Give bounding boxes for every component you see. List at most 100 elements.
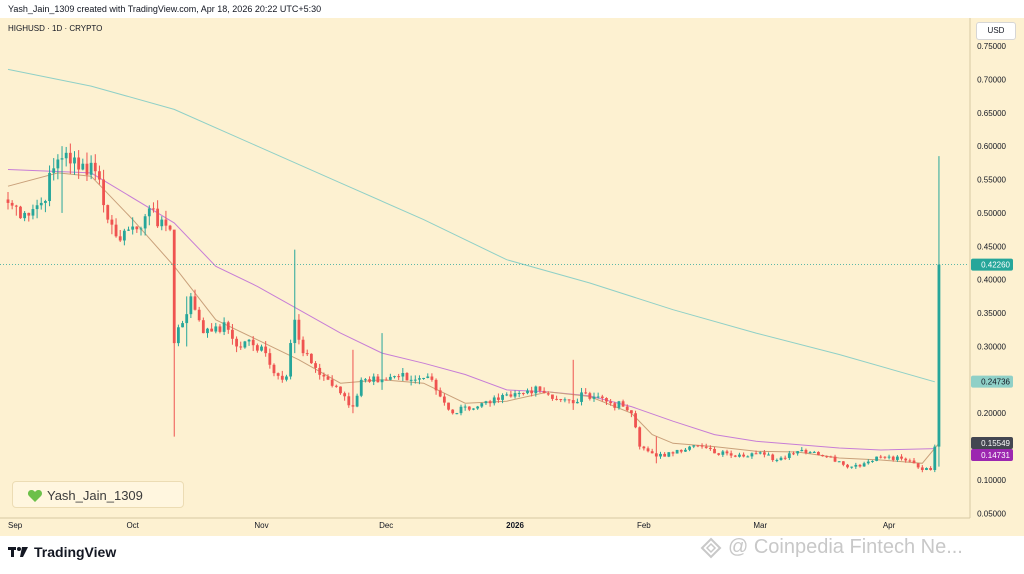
candle-body: [841, 461, 845, 465]
candle: [463, 404, 467, 411]
candle-body: [285, 376, 288, 380]
ma_long-price-label-text: 0.24736: [981, 378, 1010, 387]
candle-body: [255, 345, 259, 351]
candle-body: [459, 406, 463, 414]
candle-body: [912, 460, 916, 464]
candle-body: [796, 451, 800, 454]
candle-body: [575, 401, 579, 404]
candle: [251, 336, 255, 352]
candle: [197, 306, 201, 322]
ma_short-line: [7, 172, 940, 464]
candle-body: [156, 208, 160, 227]
candle: [102, 169, 105, 213]
candle-body: [397, 376, 401, 378]
candle-body: [871, 460, 874, 462]
candle-body: [418, 378, 421, 380]
candle-body: [567, 399, 571, 401]
candle-body: [754, 453, 758, 455]
candle: [783, 455, 787, 460]
candle-body: [638, 427, 642, 447]
candle-body: [767, 454, 770, 456]
candle: [413, 375, 417, 384]
candle-body: [783, 457, 787, 459]
candle: [193, 289, 197, 311]
candle: [339, 386, 342, 395]
candle-body: [746, 456, 750, 458]
candle: [812, 450, 816, 453]
candle: [729, 450, 733, 459]
candle-body: [226, 322, 230, 330]
last-price-label-bg: [971, 258, 1013, 271]
candle: [837, 461, 841, 463]
candle: [60, 146, 64, 213]
candle-body: [52, 168, 56, 173]
candle: [438, 387, 442, 398]
candle: [817, 451, 820, 456]
candle: [646, 446, 650, 453]
price-tick-label: 0.65000: [977, 109, 1006, 118]
candle-body: [904, 458, 908, 461]
candle: [388, 373, 392, 381]
candle-body: [442, 396, 446, 403]
candle: [621, 399, 625, 407]
candle: [534, 385, 538, 397]
candle-body: [846, 464, 849, 468]
candle-body: [309, 353, 313, 364]
candle: [492, 395, 496, 406]
candle-body: [825, 456, 829, 458]
candle-body: [297, 319, 301, 340]
price-tick-label: 0.55000: [977, 176, 1006, 185]
candle-body: [671, 452, 675, 454]
candle: [210, 323, 214, 332]
candle: [742, 452, 746, 458]
candle-body: [438, 390, 442, 397]
plot-area[interactable]: [0, 18, 1024, 536]
candle-body: [837, 461, 841, 463]
candle: [530, 386, 534, 397]
candle: [409, 375, 413, 386]
candle: [738, 452, 741, 458]
candle-body: [717, 453, 721, 455]
candle-body: [201, 320, 205, 334]
candle-body: [413, 379, 417, 381]
candle-body: [23, 212, 27, 219]
coinpedia-text: @ Coinpedia Fintech Ne...: [728, 536, 963, 558]
candle: [625, 404, 629, 412]
candle: [663, 452, 667, 457]
candle-body: [833, 456, 837, 462]
currency-selector[interactable]: USD: [976, 22, 1016, 40]
candle: [305, 349, 309, 357]
candle-body: [642, 446, 646, 449]
candle-body: [517, 393, 521, 395]
candle: [476, 405, 480, 410]
candle-body: [10, 202, 14, 206]
candle: [725, 449, 729, 456]
candle: [131, 217, 135, 235]
moving-averages: [7, 68, 940, 464]
candle-body: [339, 386, 342, 394]
candle: [937, 156, 941, 467]
candle-body: [538, 386, 542, 391]
candle-body: [214, 326, 218, 332]
candle-body: [181, 323, 184, 328]
candle-body: [139, 228, 143, 230]
ma_short-price-label-text: 0.15549: [981, 439, 1010, 448]
candle: [559, 398, 563, 403]
candle-body: [280, 375, 284, 380]
candle-body: [501, 394, 504, 400]
candle-body: [630, 410, 633, 414]
candle-body: [879, 456, 883, 458]
candle: [393, 375, 396, 379]
candle: [613, 401, 617, 411]
tradingview-logo[interactable]: TradingView: [8, 544, 116, 560]
candle-body: [31, 209, 35, 216]
candle-body: [933, 446, 937, 470]
price-tick-label: 0.10000: [977, 476, 1006, 485]
candle: [447, 402, 450, 411]
candle-body: [875, 456, 879, 461]
candle-body: [559, 399, 563, 401]
candle: [605, 397, 608, 405]
candle-body: [114, 224, 118, 237]
candle: [14, 204, 18, 216]
